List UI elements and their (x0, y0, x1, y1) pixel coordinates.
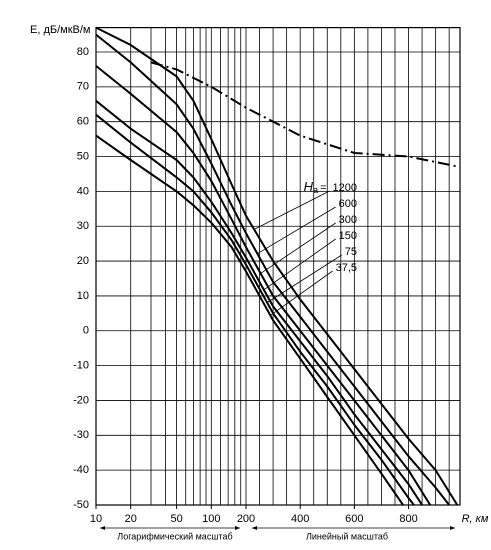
y-tick-label: 10 (77, 290, 89, 302)
leader-line (253, 190, 330, 230)
plot-frame (95, 27, 461, 506)
x-tick-label: 600 (345, 513, 363, 525)
y-tick-label: 40 (77, 185, 89, 197)
x-tick-label: 20 (125, 513, 137, 525)
leader-line (257, 206, 336, 255)
x-tick-label: 100 (202, 513, 220, 525)
scale-label: Линейный масштаб (306, 531, 388, 541)
x-axis-label: R, км (462, 513, 489, 525)
y-tick-label: 60 (77, 116, 89, 128)
y-tick-label: -30 (73, 429, 89, 441)
legend-label: 300 (339, 214, 357, 226)
y-tick-label: -40 (73, 464, 89, 476)
legend-label: 75 (345, 246, 357, 258)
legend-label: 600 (339, 198, 357, 210)
x-tick-label: 10 (90, 513, 102, 525)
data-line (95, 26, 459, 506)
x-tick-label: 400 (291, 513, 309, 525)
data-line (95, 33, 450, 506)
y-tick-label: 80 (77, 46, 89, 58)
x-tick-label: 200 (237, 513, 255, 525)
legend-symbol: Ha = (304, 179, 327, 195)
scale-label: Логарифмический масштаб (117, 531, 232, 541)
y-axis-label: E, дБ/мкВ/м (30, 24, 90, 36)
y-tick-label: -50 (73, 499, 89, 511)
leader-line (260, 222, 336, 274)
data-line (95, 134, 404, 506)
legend-symbol-sub: a (313, 185, 318, 195)
y-tick-label: 0 (83, 325, 89, 337)
y-tick-label: -10 (73, 360, 89, 372)
data-line (95, 113, 415, 506)
leader-line (266, 254, 342, 303)
legend-equals: = (320, 182, 326, 194)
x-tick-label: 800 (399, 513, 417, 525)
legend-label: 1200 (333, 182, 357, 194)
y-tick-label: 30 (77, 220, 89, 232)
legend-label: 150 (339, 230, 357, 242)
leader-line (270, 270, 333, 316)
data-line (150, 61, 461, 168)
data-line (95, 65, 432, 506)
y-tick-label: -20 (73, 394, 89, 406)
legend-symbol-h: H (304, 179, 314, 194)
x-tick-label: 50 (170, 513, 182, 525)
legend-label: 37,5 (336, 262, 357, 274)
y-tick-label: 50 (77, 150, 89, 162)
leader-line (263, 238, 336, 291)
y-tick-label: 20 (77, 255, 89, 267)
data-line (95, 100, 423, 506)
y-tick-label: 70 (77, 81, 89, 93)
